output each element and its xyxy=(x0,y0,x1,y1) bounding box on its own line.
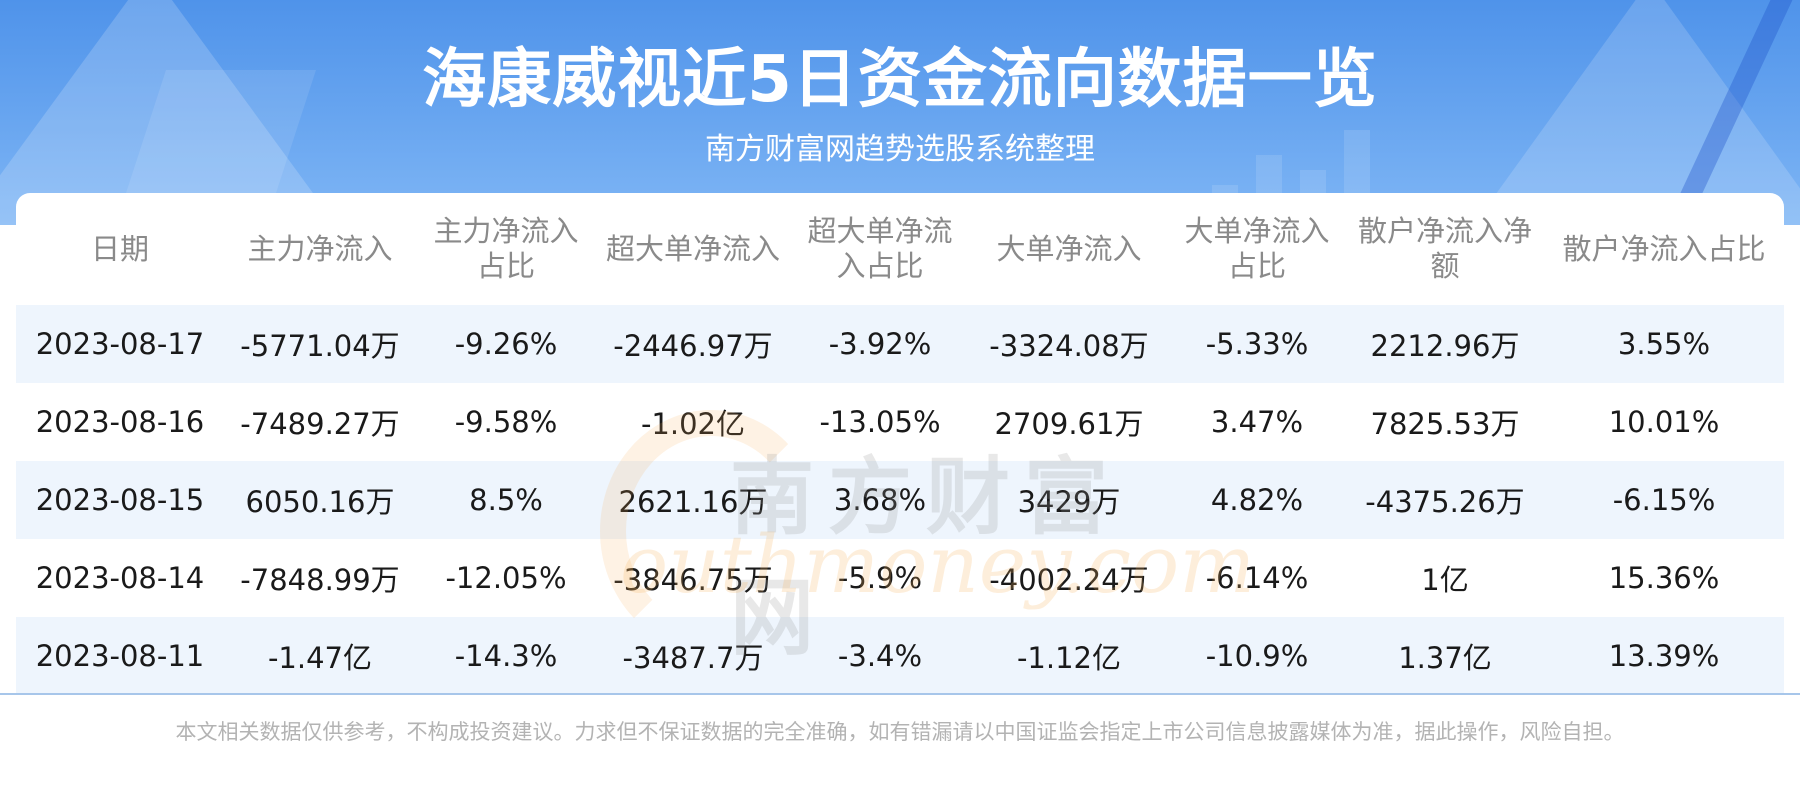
table-cell: -7848.99万 xyxy=(224,539,416,617)
table-cell: 2023-08-11 xyxy=(16,617,224,695)
table-cell: 6050.16万 xyxy=(224,461,416,539)
table-cell: 2023-08-14 xyxy=(16,539,224,617)
header-banner: 海康威视近5日资金流向数据一览 南方财富网趋势选股系统整理 xyxy=(0,0,1800,225)
column-header: 大单净流入占比 xyxy=(1184,214,1330,283)
column-header: 主力净流入 xyxy=(247,231,393,266)
table-cell: -1.47亿 xyxy=(224,617,416,695)
table-cell: 3.47% xyxy=(1168,383,1346,461)
column-header: 主力净流入占比 xyxy=(433,214,579,283)
table-cell: 13.39% xyxy=(1544,617,1784,695)
column-header: 超大单净流入 xyxy=(605,231,780,266)
table-cell: -6.15% xyxy=(1544,461,1784,539)
fund-flow-table: 日期 主力净流入 主力净流入占比 超大单净流入 超大单净流入占比 大单净流入 大… xyxy=(16,193,1784,695)
table-row: 2023-08-11 -1.47亿 -14.3% -3487.7万 -3.4% … xyxy=(16,617,1784,695)
table-cell: -5.33% xyxy=(1168,305,1346,383)
table-cell: 2023-08-17 xyxy=(16,305,224,383)
table-row: 2023-08-17 -5771.04万 -9.26% -2446.97万 -3… xyxy=(16,305,1784,383)
table-cell: -4375.26万 xyxy=(1346,461,1544,539)
column-header: 散户净流入占比 xyxy=(1562,231,1766,266)
column-header: 大单净流入 xyxy=(996,231,1142,266)
table-cell: -14.3% xyxy=(416,617,596,695)
table-cell: -7489.27万 xyxy=(224,383,416,461)
decorative-triangle-right xyxy=(1470,0,1800,225)
table-cell: -2446.97万 xyxy=(596,305,790,383)
table-cell: -6.14% xyxy=(1168,539,1346,617)
column-header: 散户净流入净额 xyxy=(1357,214,1532,283)
table-cell: 4.82% xyxy=(1168,461,1346,539)
table-cell: -5771.04万 xyxy=(224,305,416,383)
table-cell: 2212.96万 xyxy=(1346,305,1544,383)
table-cell: 1亿 xyxy=(1346,539,1544,617)
table-cell: -1.12亿 xyxy=(970,617,1168,695)
table-cell: -13.05% xyxy=(790,383,970,461)
table-row: 2023-08-14 -7848.99万 -12.05% -3846.75万 -… xyxy=(16,539,1784,617)
page-title: 海康威视近5日资金流向数据一览 xyxy=(422,43,1378,117)
table-cell: -3846.75万 xyxy=(596,539,790,617)
table-cell: 1.37亿 xyxy=(1346,617,1544,695)
disclaimer-text: 本文相关数据仅供参考，不构成投资建议。力求但不保证数据的完全准确，如有错漏请以中… xyxy=(175,720,1625,744)
table-cell: -12.05% xyxy=(416,539,596,617)
table-cell: 2621.16万 xyxy=(596,461,790,539)
table-cell: 8.5% xyxy=(416,461,596,539)
column-header: 超大单净流入占比 xyxy=(807,214,953,283)
table-cell: 2023-08-16 xyxy=(16,383,224,461)
table-cell: 7825.53万 xyxy=(1346,383,1544,461)
table-cell: 15.36% xyxy=(1544,539,1784,617)
table-cell: -9.26% xyxy=(416,305,596,383)
table-cell: 3429万 xyxy=(970,461,1168,539)
table-cell: 2709.61万 xyxy=(970,383,1168,461)
table-cell: 3.68% xyxy=(790,461,970,539)
table-cell: 3.55% xyxy=(1544,305,1784,383)
table-cell: -5.9% xyxy=(790,539,970,617)
table-cell: 2023-08-15 xyxy=(16,461,224,539)
footer-divider xyxy=(0,693,1800,695)
table-cell: -9.58% xyxy=(416,383,596,461)
decorative-triangle-left xyxy=(0,0,340,225)
column-header: 日期 xyxy=(90,231,149,266)
table-cell: -4002.24万 xyxy=(970,539,1168,617)
table-header-row: 日期 主力净流入 主力净流入占比 超大单净流入 超大单净流入占比 大单净流入 大… xyxy=(16,193,1784,305)
table-cell: -3.4% xyxy=(790,617,970,695)
table-cell: -3.92% xyxy=(790,305,970,383)
page-subtitle: 南方财富网趋势选股系统整理 xyxy=(705,132,1095,167)
table-cell: 10.01% xyxy=(1544,383,1784,461)
table-cell: -3487.7万 xyxy=(596,617,790,695)
table-cell: -10.9% xyxy=(1168,617,1346,695)
table-cell: -1.02亿 xyxy=(596,383,790,461)
table-row: 2023-08-16 -7489.27万 -9.58% -1.02亿 -13.0… xyxy=(16,383,1784,461)
table-row: 2023-08-15 6050.16万 8.5% 2621.16万 3.68% … xyxy=(16,461,1784,539)
table-cell: -3324.08万 xyxy=(970,305,1168,383)
